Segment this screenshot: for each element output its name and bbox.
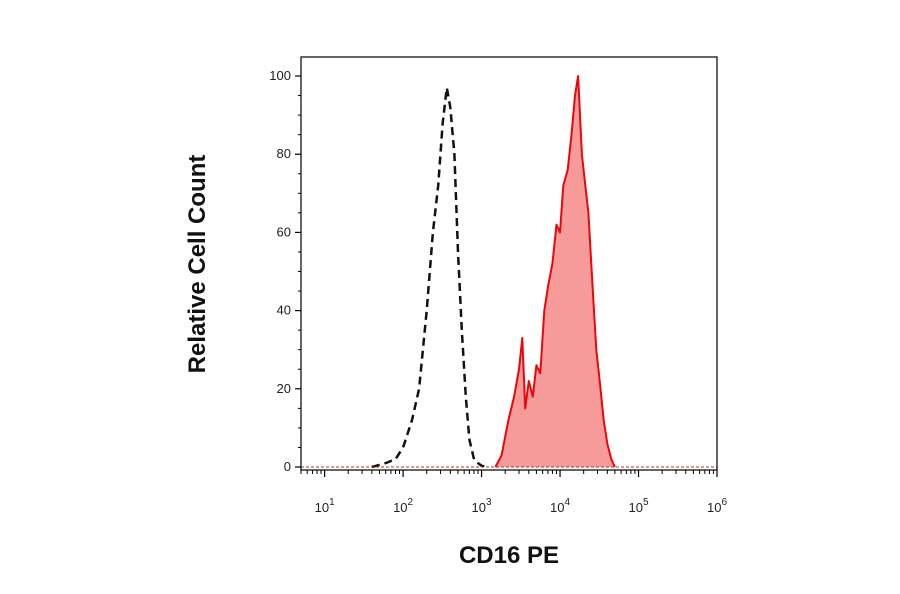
y-tick-label: 40 xyxy=(277,303,291,318)
plot-area xyxy=(301,75,717,469)
y-tick-label: 60 xyxy=(277,224,291,239)
x-tick-label: 102 xyxy=(393,497,413,515)
y-axis-label: Relative Cell Count xyxy=(184,155,211,374)
y-tick-label: 80 xyxy=(277,146,291,161)
series-fill-1 xyxy=(495,76,615,467)
series-line-1 xyxy=(494,75,616,468)
x-tick-label: 104 xyxy=(550,497,570,515)
x-tick-label: 106 xyxy=(707,497,727,515)
y-tick-label: 100 xyxy=(269,68,291,83)
y-tick-label: 0 xyxy=(284,459,291,474)
y-tick-label: 20 xyxy=(277,381,291,396)
series-line-0 xyxy=(371,86,489,469)
x-tick-label: 101 xyxy=(315,497,335,515)
x-tick-label: 105 xyxy=(629,497,649,515)
x-axis-label: CD16 PE xyxy=(459,542,559,569)
axes: 0 20 40 60 80 100 101 102 103 104 105 106 xyxy=(269,56,727,515)
x-tick-label: 103 xyxy=(472,497,492,515)
plot-frame xyxy=(300,56,718,471)
